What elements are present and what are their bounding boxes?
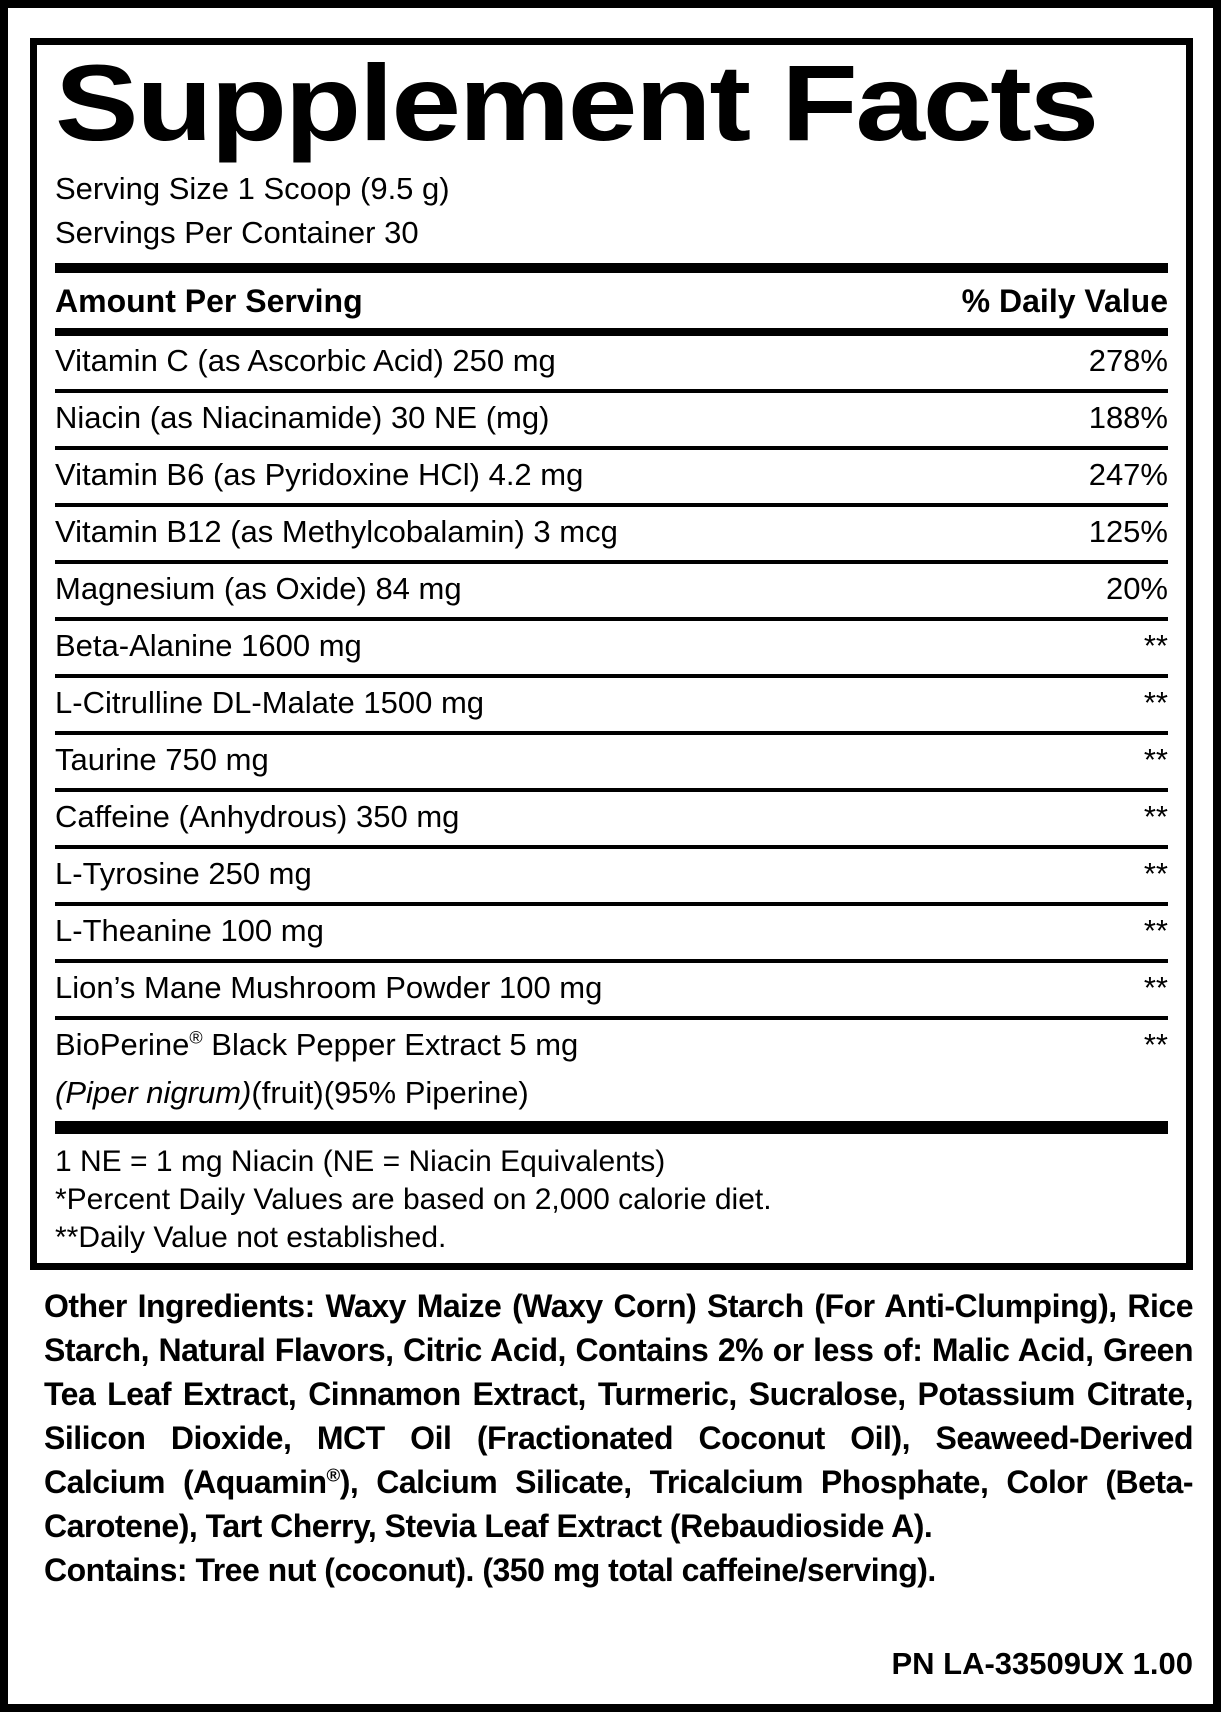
table-row: Vitamin B12 (as Methylcobalamin) 3 mcg 12… xyxy=(55,507,1168,564)
panel-title: Supplement Facts xyxy=(55,42,1099,163)
ingredient-name: L-Tyrosine 250 mg xyxy=(55,856,312,891)
part-number: PN LA-33509UX 1.00 xyxy=(891,1646,1193,1681)
ingredient-name: BioPerine® Black Pepper Extract 5 mg (Pip… xyxy=(55,1027,579,1110)
daily-value: ** xyxy=(1143,685,1168,720)
table-row: Vitamin B6 (as Pyridoxine HCl) 4.2 mg 247… xyxy=(55,450,1168,507)
daily-value: ** xyxy=(1143,628,1168,663)
daily-value: 125% xyxy=(1088,514,1168,549)
daily-value: ** xyxy=(1143,913,1168,948)
ingredient-name: Vitamin C (as Ascorbic Acid) 250 mg xyxy=(55,343,556,378)
ingredient-table: Vitamin C (as Ascorbic Acid) 250 mg 278% N… xyxy=(55,336,1168,1121)
table-row: BioPerine® Black Pepper Extract 5 mg (Pip… xyxy=(55,1020,1168,1121)
table-row: Caffeine (Anhydrous) 350 mg ** xyxy=(55,792,1168,849)
footnotes: 1 NE = 1 mg Niacin (NE = Niacin Equivale… xyxy=(55,1134,1168,1263)
ingredient-name-line2: (Piper nigrum)(fruit)(95% Piperine) xyxy=(55,1075,529,1110)
daily-value: 247% xyxy=(1088,457,1168,492)
supplement-facts-panel: Supplement Facts Serving Size 1 Scoop (9… xyxy=(30,38,1193,1270)
daily-value: 20% xyxy=(1105,571,1168,606)
footnote: **Daily Value not established. xyxy=(55,1221,447,1254)
serving-size: Serving Size 1 Scoop (9.5 g) xyxy=(55,171,450,206)
daily-value: 278% xyxy=(1088,343,1168,378)
table-row: L-Theanine 100 mg ** xyxy=(55,906,1168,963)
daily-value: ** xyxy=(1143,742,1168,777)
ingredient-name: L-Theanine 100 mg xyxy=(55,913,324,948)
ingredient-name: Vitamin B12 (as Methylcobalamin) 3 mcg xyxy=(55,514,618,549)
table-header: Amount Per Serving % Daily Value xyxy=(55,273,1168,336)
ingredient-name: Caffeine (Anhydrous) 350 mg xyxy=(55,799,460,834)
daily-value: 188% xyxy=(1088,400,1168,435)
divider-thick xyxy=(55,263,1168,273)
daily-value: ** xyxy=(1143,1027,1168,1062)
table-row: Taurine 750 mg ** xyxy=(55,735,1168,792)
table-row: L-Tyrosine 250 mg ** xyxy=(55,849,1168,906)
ingredient-name: Niacin (as Niacinamide) 30 NE (mg) xyxy=(55,400,550,435)
ingredient-name: L-Citrulline DL-Malate 1500 mg xyxy=(55,685,485,720)
daily-value: ** xyxy=(1143,856,1168,891)
table-row: Lion’s Mane Mushroom Powder 100 mg ** xyxy=(55,963,1168,1020)
daily-value: ** xyxy=(1143,970,1168,1005)
table-row: Niacin (as Niacinamide) 30 NE (mg) 188% xyxy=(55,393,1168,450)
footnote: *Percent Daily Values are based on 2,000… xyxy=(55,1183,772,1216)
ingredient-name: Taurine 750 mg xyxy=(55,742,269,777)
daily-value-header: % Daily Value xyxy=(961,283,1168,319)
amount-per-serving-header: Amount Per Serving xyxy=(55,283,363,319)
ingredient-name: Magnesium (as Oxide) 84 mg xyxy=(55,571,462,606)
daily-value: ** xyxy=(1143,799,1168,834)
other-ingredients-text: Other Ingredients: Waxy Maize (Waxy Corn… xyxy=(44,1288,1194,1544)
ingredient-name: Beta-Alanine 1600 mg xyxy=(55,628,362,663)
table-row: Vitamin C (as Ascorbic Acid) 250 mg 278% xyxy=(55,336,1168,393)
table-row: Beta-Alanine 1600 mg ** xyxy=(55,621,1168,678)
ingredient-name: Lion’s Mane Mushroom Powder 100 mg xyxy=(55,970,603,1005)
contains-text: Contains: Tree nut (coconut). (350 mg to… xyxy=(44,1552,936,1588)
divider-heavy xyxy=(55,1121,1168,1134)
table-row: L-Citrulline DL-Malate 1500 mg ** xyxy=(55,678,1168,735)
serving-info: Serving Size 1 Scoop (9.5 g) Servings Pe… xyxy=(55,167,1168,255)
other-ingredients-section: Other Ingredients: Waxy Maize (Waxy Corn… xyxy=(44,1284,1194,1684)
table-row: Magnesium (as Oxide) 84 mg 20% xyxy=(55,564,1168,621)
servings-per-container: Servings Per Container 30 xyxy=(55,215,419,250)
ingredient-name: Vitamin B6 (as Pyridoxine HCl) 4.2 mg xyxy=(55,457,584,492)
footnote: 1 NE = 1 mg Niacin (NE = Niacin Equivale… xyxy=(55,1145,666,1178)
